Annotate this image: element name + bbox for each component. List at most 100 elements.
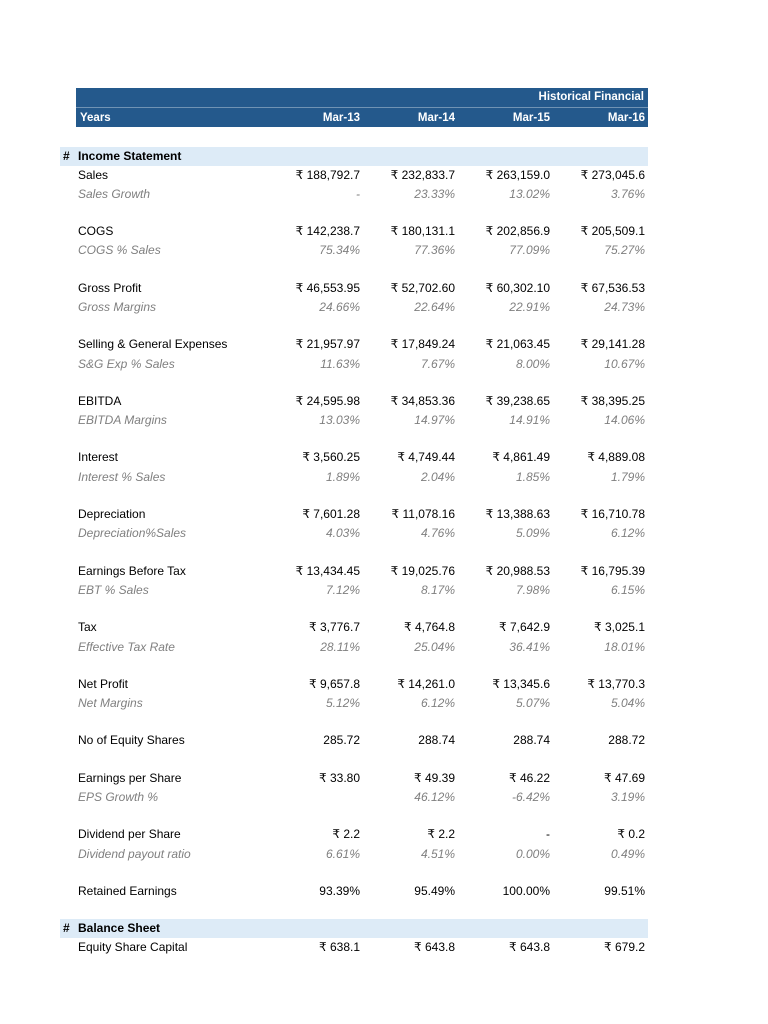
table-row: Depreciation%Sales 4.03% 4.76% 5.09% 6.12% [60, 524, 648, 543]
cell: 22.91% [509, 299, 550, 314]
table-row: COGS % Sales 75.34% 77.36% 77.09% 75.27% [60, 241, 648, 260]
spacer-row [60, 430, 648, 448]
cell: 93.39% [319, 883, 360, 898]
cell: 14.06% [604, 413, 645, 428]
table-row: Earnings Before Tax ₹ 13,434.45 ₹ 19,025.7… [60, 562, 648, 581]
cell: 1.89% [325, 469, 360, 484]
cell: ₹ 13,770.3 [587, 676, 645, 691]
table-row: Depreciation ₹ 7,601.28 ₹ 11,078.16 ₹ 13,38… [60, 505, 648, 524]
table-row: EBITDA Margins 13.03% 14.97% 14.91% 14.06% [60, 411, 648, 430]
spacer-row [60, 600, 648, 618]
cell: 5.12% [325, 696, 360, 711]
table-row: Dividend per Share ₹ 2.2 ₹ 2.2 - ₹ 0.2 [60, 825, 648, 844]
cell: - [546, 827, 550, 842]
cell: ₹ 2.2 [332, 827, 360, 842]
cell: 99.51% [604, 883, 645, 898]
table-row: EBITDA ₹ 24,595.98 ₹ 34,853.36 ₹ 39,238.65 ₹… [60, 392, 648, 411]
cell: ₹ 3,560.25 [302, 450, 360, 465]
row-label: No of Equity Shares [78, 733, 185, 748]
cell: 14.97% [414, 413, 455, 428]
cell: ₹ 17,849.24 [390, 337, 455, 352]
cell: 6.15% [610, 582, 645, 597]
cell: 288.74 [513, 733, 550, 748]
spacer-row [60, 901, 648, 919]
cell: 2.04% [420, 469, 455, 484]
cell: 6.12% [610, 526, 645, 541]
cell: 0.00% [515, 846, 550, 861]
cell: 285.72 [323, 733, 360, 748]
header-columns: Years Mar-13 Mar-14 Mar-15 Mar-16 [76, 107, 648, 127]
row-label: Equity Share Capital [78, 939, 188, 954]
cell: ₹ 188,792.7 [295, 167, 360, 182]
row-label: Earnings per Share [78, 770, 182, 785]
table-row: Interest ₹ 3,560.25 ₹ 4,749.44 ₹ 4,861.49 ₹ … [60, 448, 648, 467]
table-row: COGS ₹ 142,238.7 ₹ 180,131.1 ₹ 202,856.9 ₹ 2… [60, 222, 648, 241]
table-row: Selling & General Expenses ₹ 21,957.97 ₹ 1… [60, 335, 648, 354]
row-label: Selling & General Expenses [78, 337, 228, 352]
cell: ₹ 4,764.8 [403, 620, 455, 635]
cell: ₹ 643.8 [509, 939, 550, 954]
table-body: # Income Statement Sales ₹ 188,792.7 ₹ 232,8… [60, 147, 648, 957]
row-label: EBT % Sales [78, 582, 149, 597]
row-label: Dividend per Share [78, 827, 181, 842]
row-label: Earnings Before Tax [78, 563, 186, 578]
section-label: Balance Sheet [78, 921, 161, 936]
cell: - [356, 186, 360, 201]
cell: 5.07% [515, 696, 550, 711]
spacer-row [60, 204, 648, 222]
cell: ₹ 46,553.95 [295, 280, 360, 295]
cell: ₹ 14,261.0 [397, 676, 455, 691]
cell: 77.09% [509, 243, 550, 258]
header-title: Historical Financial [538, 91, 644, 103]
cell: 24.66% [319, 299, 360, 314]
cell: ₹ 21,063.45 [485, 337, 550, 352]
cell: 23.33% [414, 186, 455, 201]
cell: ₹ 3,776.7 [308, 620, 360, 635]
cell: ₹ 13,434.45 [295, 563, 360, 578]
cell: 288.74 [418, 733, 455, 748]
spacer-row [60, 807, 648, 825]
cell: 0.49% [610, 846, 645, 861]
cell: ₹ 263,159.0 [485, 167, 550, 182]
table-row: Equity Share Capital ₹ 638.1 ₹ 643.8 ₹ 643.… [60, 938, 648, 957]
cell: 6.12% [420, 696, 455, 711]
spacer-row [60, 544, 648, 562]
cell: 4.03% [325, 526, 360, 541]
column-header-mar-16: Mar-16 [607, 112, 645, 124]
table-row: EPS Growth % 46.12% -6.42% 3.19% [60, 788, 648, 807]
cell: 95.49% [414, 883, 455, 898]
table-row: Tax ₹ 3,776.7 ₹ 4,764.8 ₹ 7,642.9 ₹ 3,025.1 [60, 618, 648, 637]
cell: ₹ 24,595.98 [295, 393, 360, 408]
table-row: Effective Tax Rate 28.11% 25.04% 36.41% 18.0… [60, 638, 648, 657]
cell: ₹ 13,388.63 [485, 507, 550, 522]
cell: 6.61% [325, 846, 360, 861]
cell: 10.67% [604, 356, 645, 371]
row-label: Dividend payout ratio [78, 846, 191, 861]
cell: ₹ 180,131.1 [390, 224, 455, 239]
cell: ₹ 13,345.6 [492, 676, 550, 691]
table-row: Retained Earnings 93.39% 95.49% 100.00% 99.5… [60, 882, 648, 901]
years-label: Years [80, 112, 111, 124]
cell: ₹ 4,861.49 [492, 450, 550, 465]
cell: ₹ 16,710.78 [580, 507, 645, 522]
row-label: Net Profit [78, 676, 129, 691]
cell: 28.11% [320, 639, 360, 654]
cell: ₹ 67,536.53 [580, 280, 645, 295]
cell: 24.73% [604, 299, 645, 314]
row-label: S&G Exp % Sales [78, 356, 175, 371]
row-label: Effective Tax Rate [78, 639, 175, 654]
cell: ₹ 679.2 [604, 939, 645, 954]
table-header: Historical Financial Years Mar-13 Mar-14… [76, 88, 648, 127]
cell: 4.76% [420, 526, 455, 541]
cell: 46.12% [414, 790, 455, 805]
cell: ₹ 34,853.36 [390, 393, 455, 408]
cell: 75.27% [604, 243, 645, 258]
table-row: Sales Growth - 23.33% 13.02% 3.76% [60, 185, 648, 204]
table-row: Earnings per Share ₹ 33.80 ₹ 49.39 ₹ 46.22 ₹… [60, 769, 648, 788]
cell: 8.17% [420, 582, 455, 597]
spacer-row [60, 657, 648, 675]
row-label: Gross Profit [78, 280, 142, 295]
cell: 8.00% [515, 356, 550, 371]
cell: 5.09% [515, 526, 550, 541]
